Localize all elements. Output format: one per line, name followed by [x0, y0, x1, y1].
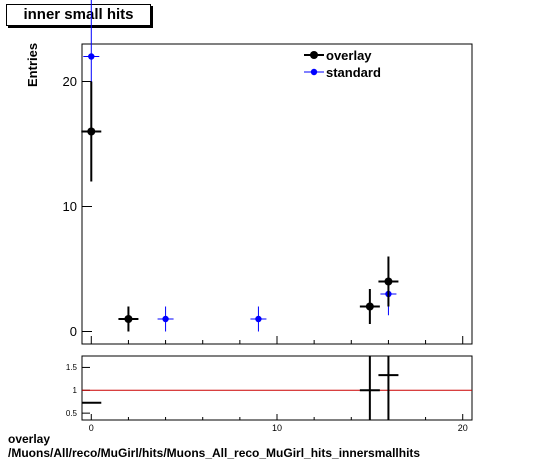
legend-entry-standard: standard [304, 65, 381, 80]
y-tick-label: 1 [73, 386, 78, 395]
caption-line-2: /Muons/All/reco/MuGirl/hits/Muons_All_re… [8, 446, 421, 460]
data-point-marker [124, 315, 133, 323]
data-point-marker [384, 277, 393, 286]
y-axis-label: Entries [25, 43, 40, 87]
legend-entry-overlay: overlay [304, 48, 372, 63]
data-point-marker [162, 315, 169, 323]
caption-line-1: overlay [8, 432, 51, 446]
y-tick-label: 10 [63, 199, 77, 214]
main-plot-border [81, 43, 473, 345]
overlay-point [118, 306, 139, 332]
ratio-plot-frame [81, 355, 473, 421]
main-plot-marks [81, 0, 399, 332]
y-tick-label: 0.5 [66, 409, 78, 418]
x-tick-label: 0 [89, 423, 94, 433]
x-tick-label: 10 [272, 423, 282, 433]
legend-label: overlay [326, 48, 372, 63]
legend-marker [310, 68, 318, 76]
y-tick-label: 1.5 [66, 363, 78, 372]
ratio-point [359, 356, 380, 420]
legend-marker [310, 51, 318, 59]
legend-label: standard [326, 65, 381, 80]
y-tick-label: 0 [70, 324, 77, 339]
main-plot-frame [81, 43, 473, 345]
standard-point [250, 306, 267, 332]
ratio-plot-axes: 0.5 1 1.5 0 10 20 [66, 363, 468, 433]
data-point-marker [88, 53, 95, 60]
overlay-point [378, 256, 399, 307]
standard-point [157, 306, 174, 332]
y-tick-label: 20 [63, 74, 77, 89]
overlay-point [81, 81, 102, 182]
data-point-marker [87, 127, 96, 136]
chart-title: inner small hits [6, 4, 151, 26]
legend: overlay standard [304, 48, 381, 80]
data-point-marker [365, 302, 374, 311]
ratio-point [378, 356, 399, 420]
x-tick-label: 20 [458, 423, 468, 433]
ratio-plot-marks [82, 356, 472, 420]
main-plot-axes: 0 10 20 [63, 74, 464, 344]
overlay-point [359, 289, 380, 324]
data-point-marker [255, 315, 262, 323]
ratio-plot-border [81, 355, 473, 421]
